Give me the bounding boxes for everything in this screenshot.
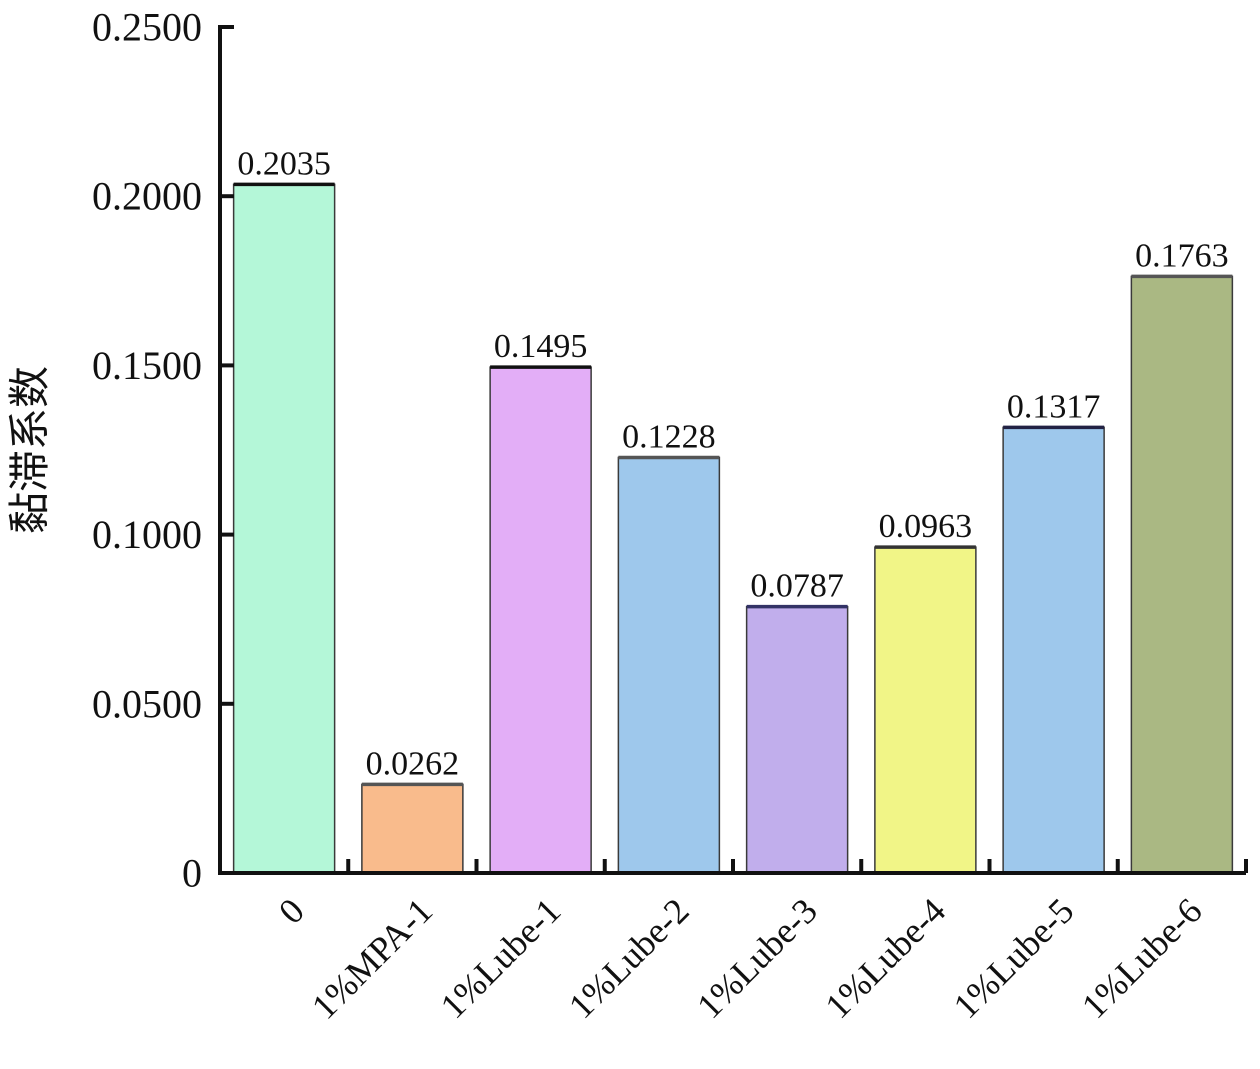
category-label: 1%Lube-3 xyxy=(689,890,825,1026)
x-ticks-group xyxy=(346,859,1248,873)
category-label: 1%Lube-4 xyxy=(817,890,953,1026)
bar xyxy=(874,546,977,874)
category-labels-group: 01%MPA-11%Lube-11%Lube-21%Lube-31%Lube-4… xyxy=(271,890,1210,1026)
category-label: 1%Lube-2 xyxy=(561,890,697,1026)
bar xyxy=(1130,275,1234,874)
data-label: 0.0262 xyxy=(366,745,460,782)
category-label: 1%MPA-1 xyxy=(304,890,440,1026)
y-tick-label: 0 xyxy=(182,851,202,896)
bar xyxy=(745,605,849,874)
y-tick-label: 0.1500 xyxy=(92,343,202,388)
bar xyxy=(232,183,336,874)
y-ticks-group: 0 0.0500 0.1000 0.1500 0.2000 0.2500 xyxy=(92,5,234,896)
data-label: 0.0787 xyxy=(750,568,844,605)
data-label: 0.1495 xyxy=(494,328,588,365)
data-label: 0.0963 xyxy=(879,508,973,545)
data-label: 0.2035 xyxy=(237,145,331,182)
category-label: 0 xyxy=(271,890,312,931)
data-label: 0.1228 xyxy=(622,418,716,455)
y-tick-label: 0.2000 xyxy=(92,174,202,219)
bar xyxy=(1002,426,1105,874)
bar xyxy=(489,366,592,874)
y-tick-label: 0.0500 xyxy=(92,681,202,726)
bar xyxy=(361,783,464,874)
bar xyxy=(617,456,721,874)
data-label: 0.1317 xyxy=(1007,388,1101,425)
y-tick-label: 0.2500 xyxy=(92,5,202,50)
category-label: 1%Lube-1 xyxy=(433,890,569,1026)
category-label: 1%Lube-6 xyxy=(1074,890,1210,1026)
bars-group xyxy=(232,182,1234,874)
y-tick-label: 0.1000 xyxy=(92,512,202,557)
data-label: 0.1763 xyxy=(1135,237,1229,274)
category-label: 1%Lube-5 xyxy=(946,890,1082,1026)
y-axis-title: 黏滞系数 xyxy=(8,366,54,534)
data-labels-group: 0.2035 0.0262 0.1495 0.1228 0.0787 0.0963 0.13… xyxy=(237,145,1228,782)
